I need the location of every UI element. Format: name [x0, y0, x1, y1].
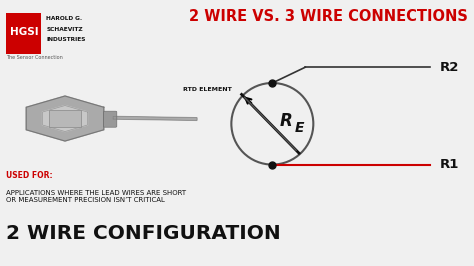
Text: USED FOR:: USED FOR: [6, 171, 53, 180]
Polygon shape [26, 96, 104, 141]
Text: 2 WIRE VS. 3 WIRE CONNECTIONS: 2 WIRE VS. 3 WIRE CONNECTIONS [189, 9, 468, 24]
Text: R: R [279, 112, 292, 130]
Text: INDUSTRIES: INDUSTRIES [46, 37, 85, 42]
FancyBboxPatch shape [48, 110, 82, 127]
FancyBboxPatch shape [6, 13, 41, 54]
FancyBboxPatch shape [104, 111, 117, 127]
Text: APPLICATIONS WHERE THE LEAD WIRES ARE SHORT
OR MEASUREMENT PRECISION ISN’T CRITI: APPLICATIONS WHERE THE LEAD WIRES ARE SH… [6, 190, 186, 203]
Text: 2 WIRE CONFIGURATION: 2 WIRE CONFIGURATION [6, 224, 281, 243]
Text: RTD ELEMENT: RTD ELEMENT [183, 87, 232, 92]
Text: SCHAEVITZ: SCHAEVITZ [46, 27, 83, 32]
Text: HGSI: HGSI [9, 27, 38, 37]
Text: R1: R1 [439, 158, 459, 171]
Polygon shape [43, 106, 87, 132]
Polygon shape [113, 117, 197, 120]
Text: E: E [295, 121, 304, 135]
Text: R2: R2 [439, 61, 459, 74]
Text: HAROLD G.: HAROLD G. [46, 16, 82, 21]
Text: The Sensor Connection: The Sensor Connection [6, 56, 63, 60]
